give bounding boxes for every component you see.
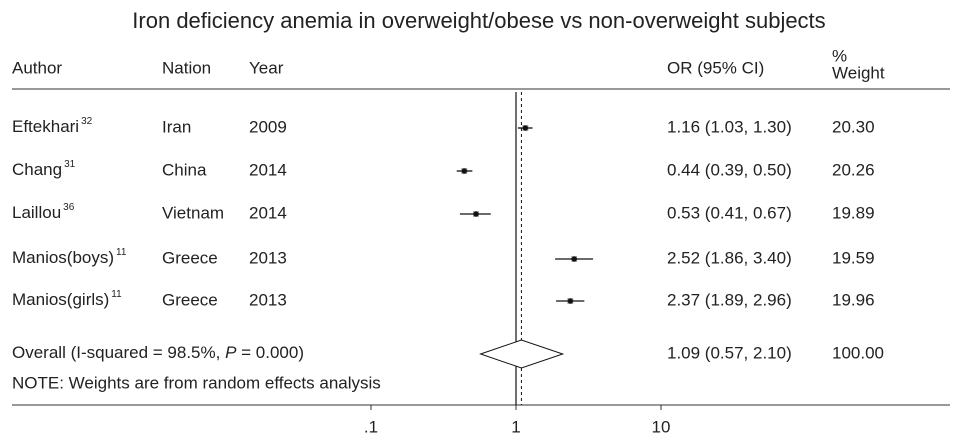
weight-label: 20.30 bbox=[832, 117, 875, 136]
column-header: % bbox=[832, 46, 847, 65]
column-header: Year bbox=[249, 58, 284, 77]
point-estimate bbox=[461, 168, 467, 174]
author-name: Chang bbox=[12, 160, 62, 179]
reference: 11 bbox=[111, 289, 122, 300]
point-estimate bbox=[571, 256, 577, 262]
column-header: Author bbox=[12, 58, 62, 77]
x-tick-label: 1 bbox=[511, 417, 520, 436]
year-label: 2009 bbox=[249, 117, 287, 136]
year-label: 2013 bbox=[249, 290, 287, 309]
weight-label: 20.26 bbox=[832, 160, 875, 179]
nation-label: Iran bbox=[162, 117, 191, 136]
ci-label: 2.52 (1.86, 3.40) bbox=[667, 248, 792, 267]
overall-label-part: Overall (I-squared = 98.5%, bbox=[12, 343, 225, 362]
author-name: Eftekhari bbox=[12, 117, 79, 136]
reference: 32 bbox=[81, 116, 93, 127]
author-label: Manios(boys) 11 bbox=[12, 247, 127, 268]
reference: 36 bbox=[63, 202, 75, 213]
point-estimate bbox=[522, 125, 528, 131]
year-label: 2013 bbox=[249, 248, 287, 267]
overall-label-part: P bbox=[225, 343, 237, 362]
reference: 11 bbox=[116, 247, 127, 258]
author-name: Manios(boys) bbox=[12, 248, 114, 267]
nation-label: Greece bbox=[162, 248, 218, 267]
ci-label: 0.44 (0.39, 0.50) bbox=[667, 160, 792, 179]
author-label: Eftekhari 32 bbox=[12, 116, 93, 137]
nation-label: Greece bbox=[162, 290, 218, 309]
nation-label: China bbox=[162, 160, 207, 179]
ci-label: 1.09 (0.57, 2.10) bbox=[667, 343, 792, 362]
author-label: Laillou 36 bbox=[12, 202, 75, 223]
note: NOTE: Weights are from random effects an… bbox=[12, 373, 381, 392]
column-header: OR (95% CI) bbox=[667, 58, 764, 77]
weight-label: 19.96 bbox=[832, 290, 875, 309]
point-estimate bbox=[567, 298, 573, 304]
author-name: Manios(girls) bbox=[12, 290, 109, 309]
point-estimate bbox=[473, 211, 479, 217]
weight-label: 19.89 bbox=[832, 203, 875, 222]
x-tick-label: 10 bbox=[652, 417, 671, 436]
author-name: Laillou bbox=[12, 203, 61, 222]
overall-label: Overall (I-squared = 98.5%, P = 0.000) bbox=[12, 343, 304, 362]
ci-label: 2.37 (1.89, 2.96) bbox=[667, 290, 792, 309]
weight-label: 100.00 bbox=[832, 343, 884, 362]
reference: 31 bbox=[64, 159, 76, 170]
author-label: Chang 31 bbox=[12, 159, 76, 180]
weight-label: 19.59 bbox=[832, 248, 875, 267]
overall-label-part: = 0.000) bbox=[236, 343, 304, 362]
year-label: 2014 bbox=[249, 160, 287, 179]
column-header: Weight bbox=[832, 63, 885, 82]
overall-diamond bbox=[479, 339, 565, 369]
x-tick-label: .1 bbox=[364, 417, 378, 436]
ci-label: 0.53 (0.41, 0.67) bbox=[667, 203, 792, 222]
chart-title: Iron deficiency anemia in overweight/obe… bbox=[132, 8, 825, 33]
nation-label: Vietnam bbox=[162, 203, 224, 222]
year-label: 2014 bbox=[249, 203, 287, 222]
ci-label: 1.16 (1.03, 1.30) bbox=[667, 117, 792, 136]
column-header: Nation bbox=[162, 58, 211, 77]
author-label: Manios(girls) 11 bbox=[12, 289, 122, 310]
